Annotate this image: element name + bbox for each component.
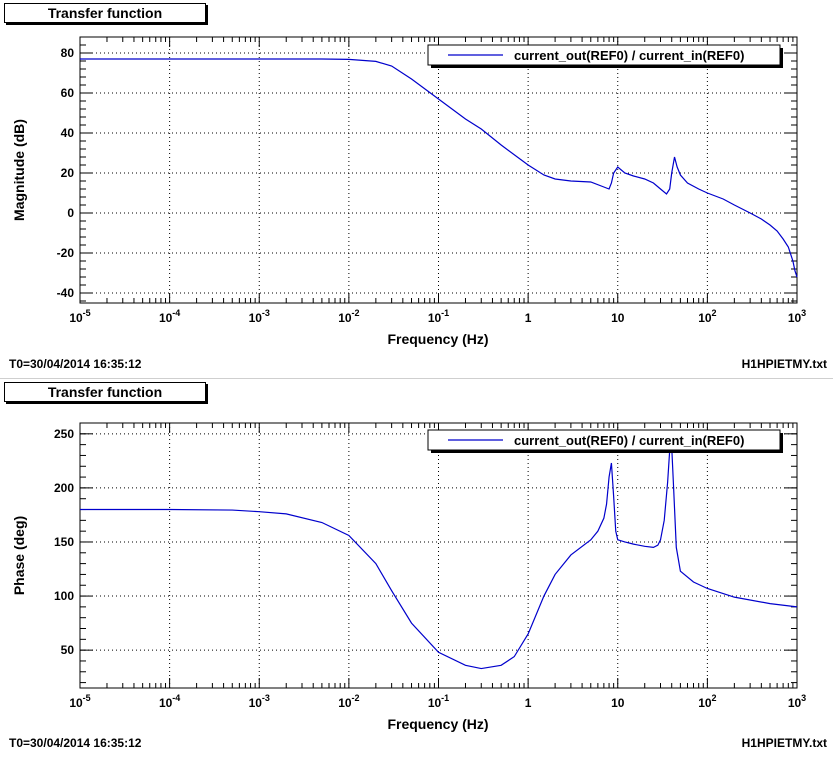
x-tick-label: 102 <box>698 308 716 325</box>
legend-box <box>427 44 781 66</box>
magnitude-pane: 10-5 10-4 10-3 10-2 10-1 1 10 102 103 -40 -20 0 20 40… <box>0 0 833 378</box>
x-tick-label: 10-1 <box>428 693 449 710</box>
phase-pane: 10-5 10-4 10-3 10-2 10-1 1 10 102 103 50 100 150 200… <box>0 379 833 757</box>
x-tick-label: 10-4 <box>159 693 180 710</box>
x-tick-label: 102 <box>698 693 716 710</box>
y-tick-label: 20 <box>61 166 75 180</box>
y-tick-label: 250 <box>54 427 74 441</box>
x-tick-label: 10-3 <box>249 693 270 710</box>
x-axis-title: Frequency (Hz) <box>387 331 488 347</box>
y-axis-title: Phase (deg) <box>11 516 27 595</box>
x-tick-label: 10-5 <box>69 693 90 710</box>
y-tick-label: 40 <box>61 126 75 140</box>
y-tick-label: 200 <box>54 481 74 495</box>
phase-plot: 10-5 10-4 10-3 10-2 10-1 1 10 102 103 50 100 150 200… <box>11 422 806 732</box>
timestamp-label: T0=30/04/2014 16:35:12 <box>9 357 142 371</box>
x-tick-label: 103 <box>788 308 806 325</box>
pane-title: Transfer function <box>4 3 206 23</box>
legend-label: current_out(REF0) / current_in(REF0) <box>514 48 744 63</box>
x-tick-label: 1 <box>525 311 532 325</box>
y-tick-label: 100 <box>54 589 74 603</box>
y-tick-label: -40 <box>57 286 75 300</box>
timestamp-label: T0=30/04/2014 16:35:12 <box>9 736 142 750</box>
y-tick-label: 60 <box>61 86 75 100</box>
x-tick-label: 10-2 <box>338 693 359 710</box>
y-tick-label: 150 <box>54 535 74 549</box>
series-line <box>80 58 798 278</box>
series-line <box>80 444 798 670</box>
legend-box <box>427 429 781 451</box>
x-tick-label: 10-4 <box>159 308 180 325</box>
y-tick-label: 80 <box>61 46 75 60</box>
x-tick-label: 10-2 <box>338 308 359 325</box>
x-tick-label: 1 <box>525 696 532 710</box>
pane-title: Transfer function <box>4 382 206 402</box>
y-tick-label: 50 <box>61 643 75 657</box>
y-tick-label: -20 <box>57 246 75 260</box>
x-tick-label: 10 <box>611 311 625 325</box>
x-tick-label: 10-3 <box>249 308 270 325</box>
filename-label: H1HPIETMY.txt <box>741 736 827 750</box>
x-tick-label: 103 <box>788 693 806 710</box>
x-tick-label: 10 <box>611 696 625 710</box>
filename-label: H1HPIETMY.txt <box>741 357 827 371</box>
x-tick-label: 10-5 <box>69 308 90 325</box>
y-tick-label: 0 <box>67 206 74 220</box>
x-axis-title: Frequency (Hz) <box>387 716 488 732</box>
magnitude-plot: 10-5 10-4 10-3 10-2 10-1 1 10 102 103 -40 -20 0 20 40… <box>11 36 806 347</box>
legend-label: current_out(REF0) / current_in(REF0) <box>514 433 744 448</box>
y-axis-title: Magnitude (dB) <box>11 119 27 221</box>
x-tick-label: 10-1 <box>428 308 449 325</box>
